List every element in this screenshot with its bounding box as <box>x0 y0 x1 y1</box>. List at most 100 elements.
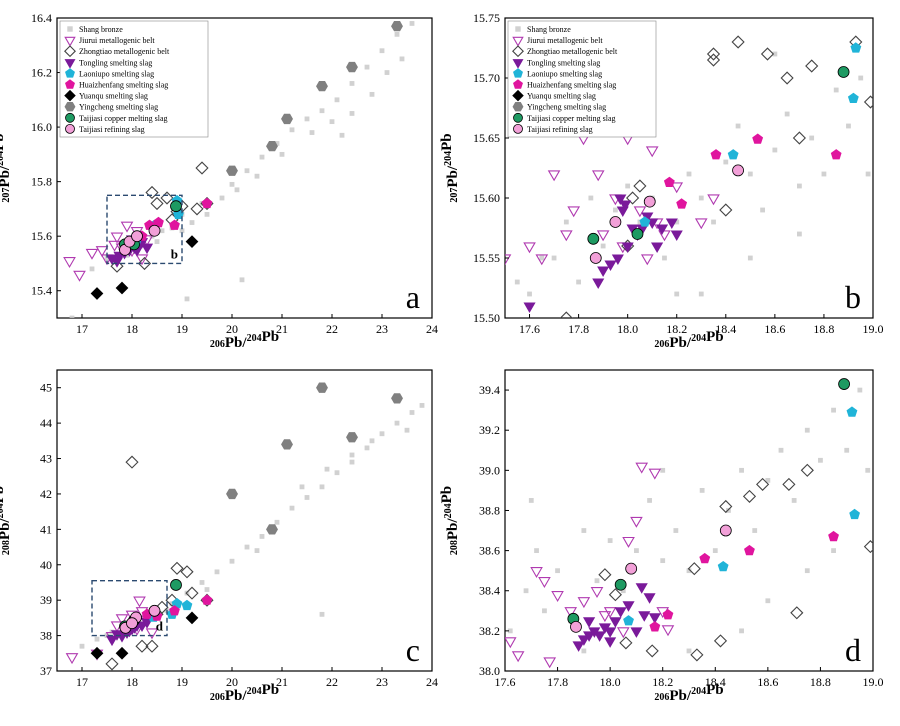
data-point <box>279 151 285 157</box>
data-point <box>698 195 704 201</box>
legend-label: Taijiasi copper melting slag <box>527 114 616 123</box>
data-point <box>633 206 647 218</box>
inset-box <box>106 194 183 265</box>
data-point <box>732 164 744 177</box>
data-point <box>648 613 661 624</box>
data-point <box>635 462 649 474</box>
data-point <box>69 315 75 318</box>
data-point <box>765 598 771 604</box>
data-point <box>600 243 606 249</box>
data-point <box>563 219 569 225</box>
data-point <box>204 211 210 217</box>
legend-label: Zhongtiao metallogenic belt <box>527 47 618 56</box>
x-tick-label: 19 <box>176 675 188 689</box>
data-point <box>670 230 683 242</box>
data-point <box>619 636 633 650</box>
data-point <box>104 633 110 638</box>
data-point <box>804 568 810 574</box>
legend-marker <box>512 102 524 112</box>
legend-label: Tongling smelting slag <box>79 58 152 67</box>
y-axis-label: 208Pb/204Pb <box>0 486 13 555</box>
data-point <box>394 31 400 37</box>
data-point <box>564 607 578 619</box>
data-point <box>281 439 293 450</box>
x-tick-label: 22 <box>326 322 338 336</box>
x-tick-label: 18.8 <box>813 322 834 336</box>
data-point <box>145 185 159 200</box>
data-point <box>613 207 618 213</box>
data-point <box>379 431 385 437</box>
data-point <box>180 565 194 579</box>
data-point <box>542 608 547 614</box>
data-point <box>266 524 278 535</box>
data-point <box>169 605 180 616</box>
data-point <box>622 601 635 612</box>
data-point <box>780 71 794 85</box>
y-tick-label: 43 <box>40 452 52 466</box>
data-point <box>858 75 864 81</box>
data-point <box>219 195 225 201</box>
panel-letter: a <box>406 279 420 315</box>
data-point <box>620 588 626 594</box>
legend-marker <box>513 68 523 78</box>
data-point <box>535 254 549 266</box>
x-tick-label: 18.6 <box>764 322 785 336</box>
data-point <box>792 131 806 145</box>
data-point <box>185 611 199 625</box>
data-point <box>594 578 600 584</box>
legend-label: Jiurui metallogenic belt <box>79 36 155 45</box>
data-point <box>65 653 79 665</box>
data-point <box>635 583 648 594</box>
series-jiurui-metallogenic-belt <box>505 134 720 266</box>
data-point <box>190 202 204 216</box>
panel-d: 17.6 17.8 18.0 18.2 18.4 18.6 18.8 19.0 38.0 38.2… <box>439 369 884 704</box>
y-tick-label: 38.8 <box>479 503 500 517</box>
x-tick-label: 20 <box>226 675 238 689</box>
data-point <box>329 119 335 125</box>
data-point <box>346 432 358 443</box>
y-axis-label: 207Pb/204Pb <box>0 133 13 202</box>
data-point <box>581 648 587 654</box>
data-point <box>772 51 778 57</box>
series-taijiasi-refining-slag <box>119 604 161 634</box>
data-point <box>719 524 732 537</box>
data-point <box>391 393 403 404</box>
data-point <box>643 593 656 604</box>
x-tick-label: 17 <box>76 675 88 689</box>
data-point <box>170 579 182 591</box>
data-point <box>108 240 121 252</box>
data-point <box>184 296 190 302</box>
series-taijiasi-refining-slag <box>119 224 161 256</box>
data-point <box>699 488 705 493</box>
data-point <box>73 270 86 282</box>
data-point <box>349 452 355 458</box>
legend-marker <box>65 68 75 78</box>
data-point <box>364 64 370 70</box>
y-tick-label: 15.65 <box>473 131 500 145</box>
data-point <box>850 42 862 53</box>
data-point <box>591 170 605 182</box>
data-point <box>229 558 235 564</box>
series-tongling-smelting-slag <box>523 194 683 314</box>
legend-marker <box>512 89 524 102</box>
x-tick-label: 18 <box>126 322 138 336</box>
data-point <box>673 528 679 533</box>
plot-area <box>505 35 873 318</box>
data-point <box>364 445 370 451</box>
data-point <box>665 218 678 230</box>
data-point <box>621 242 634 254</box>
data-point <box>115 281 129 295</box>
data-point <box>560 230 573 242</box>
data-point <box>846 406 858 417</box>
data-point <box>507 628 513 634</box>
data-point <box>316 81 328 92</box>
data-point <box>567 206 581 218</box>
data-point <box>622 536 635 548</box>
data-point <box>244 544 250 550</box>
x-tick-label: 19 <box>176 322 188 336</box>
y-tick-label: 40 <box>40 558 52 572</box>
y-tick-label: 39.2 <box>479 423 500 437</box>
series-laoniupo-smelting-slag <box>639 42 862 227</box>
data-point <box>726 508 731 513</box>
data-point <box>609 617 622 628</box>
